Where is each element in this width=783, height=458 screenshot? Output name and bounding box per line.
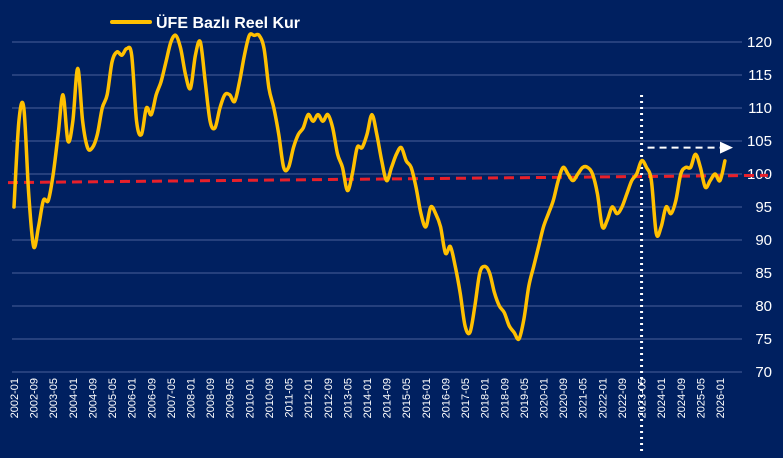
x-tick-label: 2004-09 [87, 378, 99, 418]
y-tick-label: 70 [755, 364, 772, 381]
x-tick-label: 2015-05 [401, 378, 413, 418]
legend: ÜFE Bazlı Reel Kur [110, 13, 300, 32]
x-axis-ticks: 2002-01 2002-09 2003-05 2004-01 2004-09 2005-… [9, 378, 727, 418]
x-tick-label: 2023-05 [637, 378, 649, 418]
x-tick-label: 2006-09 [146, 378, 158, 418]
x-tick-label: 2021-05 [578, 378, 590, 418]
x-tick-label: 2002-09 [29, 378, 41, 418]
reference-line-100 [7, 173, 769, 185]
x-tick-label: 2010-01 [244, 378, 256, 418]
x-tick-label: 2012-09 [323, 378, 335, 418]
x-tick-label: 2024-01 [656, 378, 668, 418]
reference-line [7, 173, 769, 185]
x-tick-label: 2003-05 [48, 378, 60, 418]
dashed-arrow [647, 141, 733, 154]
x-tick-label: 2022-09 [617, 378, 629, 418]
x-tick-label: 2014-09 [382, 378, 394, 418]
legend-label: ÜFE Bazlı Reel Kur [156, 13, 300, 32]
x-tick-label: 2022-01 [597, 378, 609, 418]
x-tick-label: 2006-01 [127, 378, 139, 418]
x-tick-label: 2025-05 [695, 378, 707, 418]
x-tick-label: 2012-01 [303, 378, 315, 418]
x-tick-label: 2008-01 [186, 378, 198, 418]
x-tick-label: 2016-01 [421, 378, 433, 418]
x-tick-label: 2009-05 [225, 378, 237, 418]
arrow-head [720, 141, 733, 154]
x-tick-label: 2008-09 [205, 378, 217, 418]
x-tick-label: 2018-09 [499, 378, 511, 418]
x-tick-label: 2020-01 [539, 378, 551, 418]
x-tick-label: 2018-01 [480, 378, 492, 418]
y-tick-label: 100 [747, 166, 772, 183]
x-tick-label: 2020-09 [558, 378, 570, 418]
x-tick-label: 2019-05 [519, 378, 531, 418]
x-tick-label: 2026-01 [715, 378, 727, 418]
x-tick-label: 2010-09 [264, 378, 276, 418]
x-tick-label: 2002-01 [9, 378, 21, 418]
y-tick-label: 120 [747, 34, 772, 51]
x-tick-label: 2014-01 [362, 378, 374, 418]
gridlines [12, 41, 742, 373]
y-tick-label: 90 [755, 232, 772, 249]
x-tick-label: 2013-05 [342, 378, 354, 418]
y-tick-label: 85 [755, 265, 772, 282]
y-tick-label: 95 [755, 199, 772, 216]
x-tick-label: 2011-05 [284, 378, 296, 418]
x-tick-label: 2005-05 [107, 378, 119, 418]
x-tick-label: 2017-05 [460, 378, 472, 418]
y-tick-label: 115 [748, 67, 772, 84]
series-line-0 [12, 32, 727, 342]
y-axis-ticks: 70 75 80 85 90 95 100 105 110 115 120 [747, 34, 772, 381]
y-tick-label: 110 [748, 100, 772, 117]
x-tick-label: 2004-01 [68, 378, 80, 418]
x-tick-label: 2016-09 [440, 378, 452, 418]
x-tick-label: 2024-09 [676, 378, 688, 418]
y-tick-label: 105 [747, 133, 772, 150]
x-tick-label: 2007-05 [166, 378, 178, 418]
series-group [12, 32, 727, 342]
y-tick-label: 75 [755, 331, 772, 348]
y-tick-label: 80 [755, 298, 772, 315]
